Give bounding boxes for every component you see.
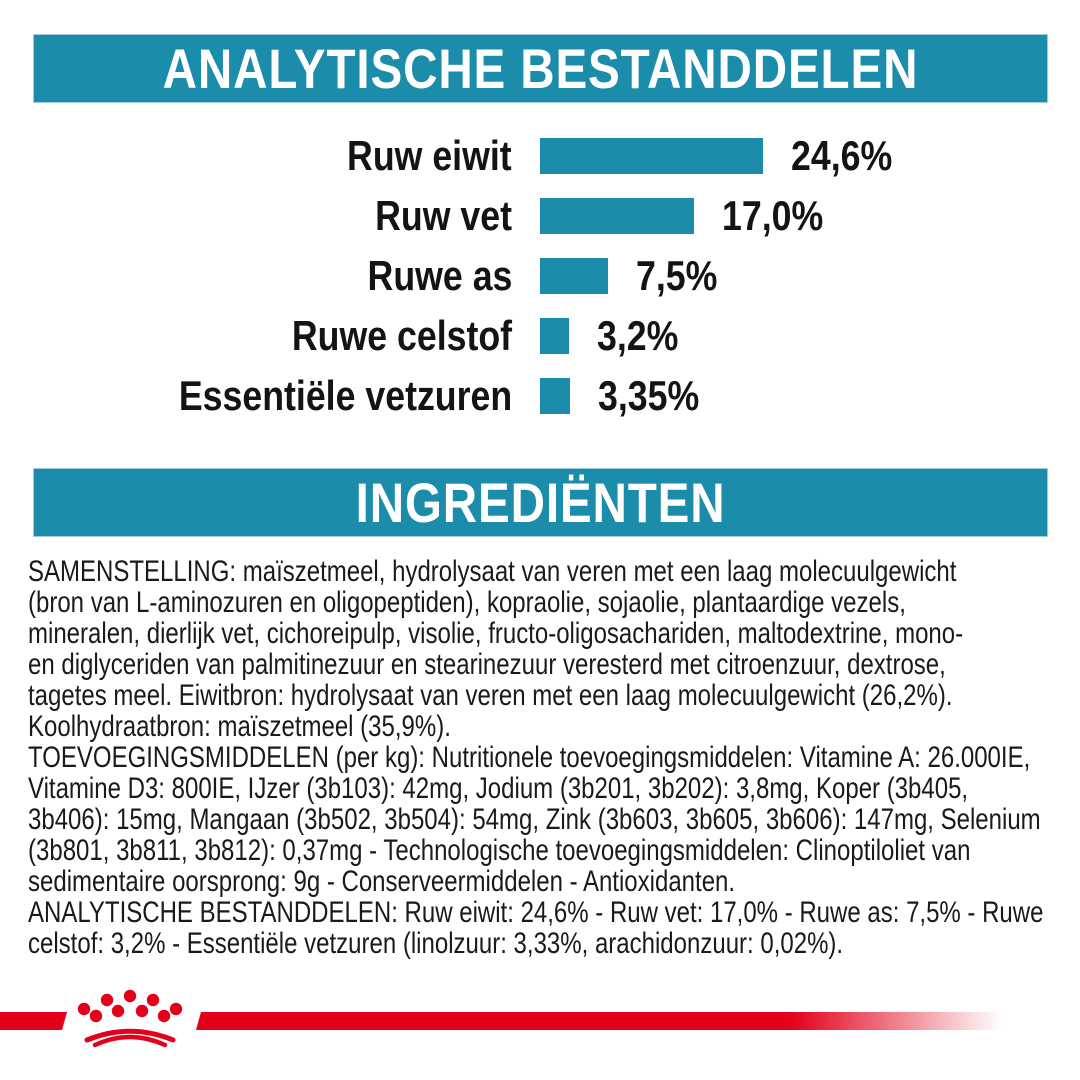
analytical-banner: ANALYTISCHE BESTANDDELEN [33,34,1048,103]
chart-label-text: Ruwe as [367,252,512,299]
chart-row-value: 7,5% [636,246,732,306]
red-stripe-right [196,1012,1010,1030]
chart-row-label: Ruwe as [0,246,512,306]
chart-row-value: 3,2% [597,306,693,366]
chart-row: Ruwe celstof 3,2% [0,306,1080,366]
chart-row: Ruw eiwit 24,6% [0,126,1080,186]
chart-label-text: Essentiële vetzuren [178,372,512,419]
chart-row-label: Essentiële vetzuren [0,366,512,426]
additives-paragraph: TOEVOEGINGSMIDDELEN (per kg): Nutritione… [28,741,1041,898]
chart-bar [540,138,763,174]
ingredients-banner: INGREDIËNTEN [33,468,1048,537]
chart-bar [540,198,694,234]
chart-value-text: 7,5% [636,252,718,299]
chart-value-text: 17,0% [722,192,824,239]
chart-row: Essentiële vetzuren 3,35% [0,366,1080,426]
analytical-banner-title: ANALYTISCHE BESTANDDELEN [162,36,919,100]
analytical-bar-chart: Ruw eiwit 24,6% Ruw vet 17,0% Ruwe as 7,… [0,126,1080,431]
ingredients-banner-title: INGREDIËNTEN [355,470,726,534]
chart-row-label: Ruw eiwit [0,126,512,186]
red-stripe-left [0,1012,67,1030]
chart-row-value: 24,6% [791,126,910,186]
chart-value-text: 3,35% [598,372,700,419]
chart-label-text: Ruwe celstof [291,312,512,359]
chart-row-value: 17,0% [722,186,841,246]
chart-row-label: Ruw vet [0,186,512,246]
chart-bar [540,258,608,294]
chart-row-label: Ruwe celstof [0,306,512,366]
chart-row: Ruw vet 17,0% [0,186,1080,246]
chart-row: Ruwe as 7,5% [0,246,1080,306]
chart-bar [540,318,569,354]
chart-bar [540,378,570,414]
chart-value-text: 3,2% [597,312,679,359]
analytical-constituents-paragraph: ANALYTISCHE BESTANDDELEN: Ruw eiwit: 24,… [28,896,1044,960]
chart-label-text: Ruw vet [375,192,512,239]
chart-row-value: 3,35% [598,366,717,426]
chart-label-text: Ruw eiwit [347,132,512,179]
ingredients-text-block: SAMENSTELLING: maïszetmeel, hydrolysaat … [28,556,1080,959]
composition-paragraph: SAMENSTELLING: maïszetmeel, hydrolysaat … [28,555,964,743]
chart-value-text: 24,6% [791,132,893,179]
royal-canin-crown-logo-icon [77,989,183,1048]
